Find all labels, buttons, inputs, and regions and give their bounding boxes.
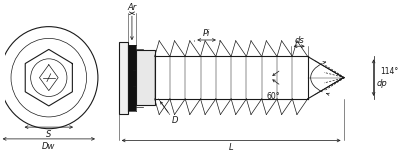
Bar: [136, 50, 155, 105]
Text: D: D: [172, 116, 178, 125]
Text: 114°: 114°: [380, 67, 399, 76]
Text: ds: ds: [294, 36, 304, 45]
Bar: [119, 42, 128, 114]
Text: Ar: Ar: [127, 3, 136, 12]
Text: Pi: Pi: [203, 29, 210, 38]
Bar: [128, 45, 136, 111]
Text: L: L: [229, 143, 234, 152]
Text: Dw: Dw: [42, 142, 56, 151]
Text: dp: dp: [377, 80, 387, 88]
Text: 60°: 60°: [267, 92, 280, 101]
Text: S: S: [46, 130, 52, 139]
